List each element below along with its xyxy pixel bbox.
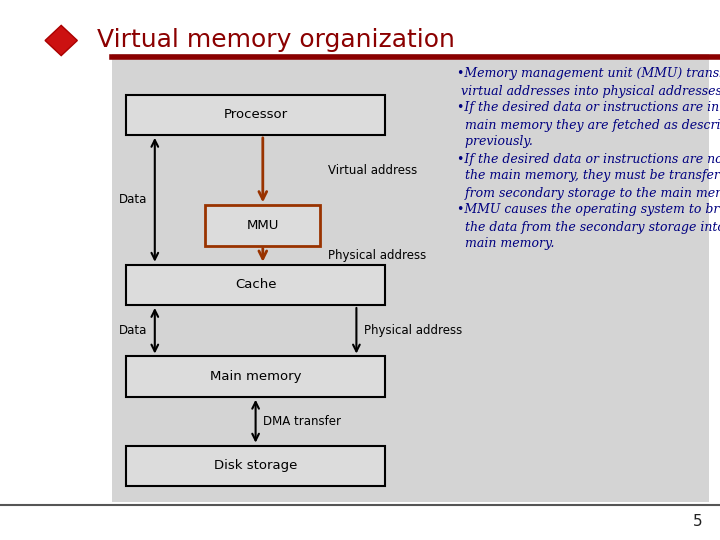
Text: Cache: Cache [235,278,276,292]
Bar [126,265,385,305]
Bar [126,446,385,486]
Text: •Memory management unit (MMU) translates
 virtual addresses into physical addres: •Memory management unit (MMU) translates… [457,68,720,251]
Bar [205,205,320,246]
Text: MMU: MMU [247,219,279,232]
Text: Virtual memory organization: Virtual memory organization [97,29,455,52]
Text: Physical address: Physical address [328,248,426,262]
Text: Main memory: Main memory [210,370,302,383]
Text: Virtual address: Virtual address [328,164,417,177]
Text: DMA transfer: DMA transfer [263,415,341,428]
Text: Physical address: Physical address [364,324,462,338]
Text: Data: Data [120,193,148,206]
Text: Disk storage: Disk storage [214,459,297,472]
Bar [126,94,385,135]
Text: Data: Data [120,324,148,338]
Bar [112,54,709,502]
Text: Processor: Processor [223,108,288,122]
Text: 5: 5 [693,514,702,529]
Polygon shape [45,25,77,56]
Bar [126,356,385,397]
